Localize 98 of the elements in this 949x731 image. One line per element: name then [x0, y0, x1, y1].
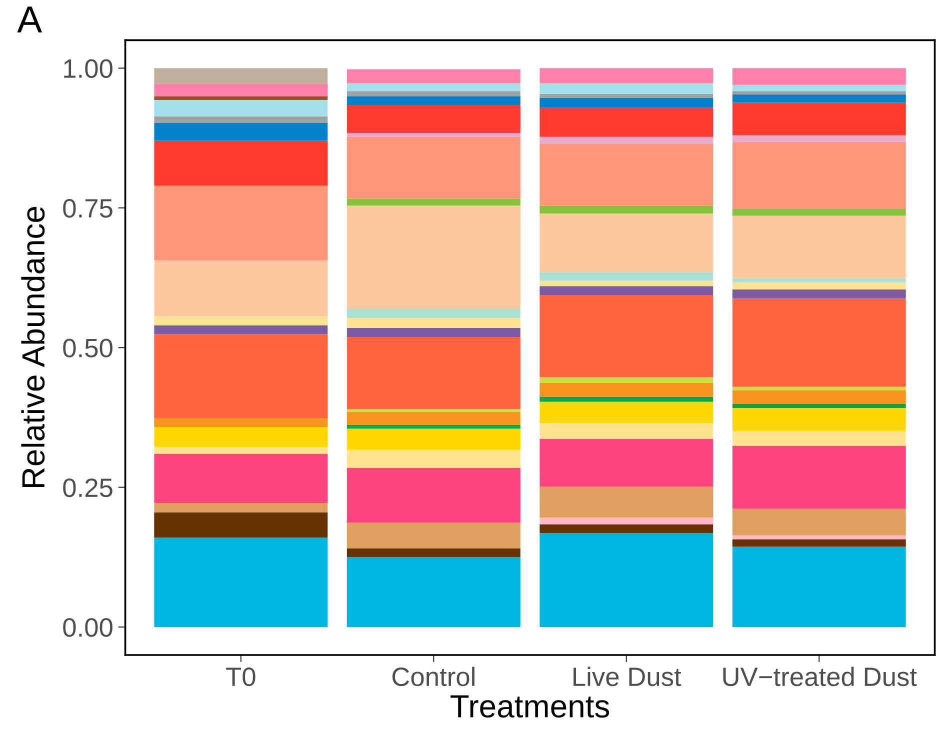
bar [732, 546, 906, 628]
bar [540, 206, 714, 214]
bar [540, 533, 714, 628]
bar [346, 132, 520, 137]
bar [732, 91, 906, 94]
bar [346, 308, 520, 318]
bar [346, 96, 520, 106]
bar [154, 502, 328, 512]
bar [732, 282, 906, 290]
bar [154, 418, 328, 427]
bar [540, 144, 714, 206]
bar [540, 286, 714, 296]
bar [154, 538, 328, 628]
bar [154, 122, 328, 141]
bar [732, 208, 906, 216]
bar [154, 68, 328, 84]
bar [732, 430, 906, 446]
x-tick-label: Live Dust [574, 666, 682, 686]
bar [346, 69, 520, 84]
bar [154, 140, 328, 186]
x-axis-title: Treatments [450, 695, 610, 718]
bar [540, 517, 714, 524]
bar [154, 334, 328, 418]
bar [540, 94, 714, 98]
bar [540, 377, 714, 383]
chart-title: A [17, 6, 42, 32]
bar [346, 318, 520, 328]
bar [732, 216, 906, 278]
bar [346, 83, 520, 92]
y-tick-label: 0.25 [63, 478, 112, 498]
x-tick-label: T0 [226, 667, 256, 686]
bar [346, 424, 520, 429]
y-tick-label: 0.50 [63, 338, 112, 358]
bar [540, 402, 714, 424]
bar [346, 206, 520, 308]
bar [154, 260, 328, 316]
bar [346, 198, 520, 206]
bar [732, 539, 906, 547]
bar [540, 423, 714, 439]
bar [732, 386, 906, 390]
bar [346, 136, 520, 199]
bar [732, 408, 906, 431]
bar [732, 68, 906, 85]
bar [154, 116, 328, 123]
bar [346, 105, 520, 133]
bar [540, 68, 714, 84]
x-tick-label: Control [392, 666, 474, 686]
bar [540, 280, 714, 286]
y-tick-label: 0.00 [63, 618, 112, 637]
bar [540, 83, 714, 94]
bar [346, 450, 520, 468]
bar [346, 428, 520, 450]
y-tick-label: 1.00 [64, 59, 112, 78]
bar [154, 316, 328, 326]
bar [540, 108, 714, 137]
bar [346, 409, 520, 412]
bar [154, 447, 328, 454]
bar [540, 136, 714, 144]
bar [154, 454, 328, 503]
bar [732, 404, 906, 408]
bar [154, 325, 328, 334]
bar [732, 446, 906, 509]
bar [346, 522, 520, 548]
bar [540, 98, 714, 108]
bar [732, 94, 906, 103]
bar [540, 438, 714, 487]
y-tick-label: 0.75 [63, 199, 112, 218]
bar [732, 142, 906, 208]
bar [540, 396, 714, 402]
bar [540, 524, 714, 534]
bar [540, 213, 714, 272]
bar [346, 468, 520, 523]
bar [346, 548, 520, 558]
bar [732, 390, 906, 404]
bar [346, 91, 520, 96]
bar [154, 186, 328, 260]
bar [732, 535, 906, 540]
bar [540, 295, 714, 378]
bar [154, 100, 328, 116]
bar [346, 412, 520, 425]
bar [154, 96, 328, 100]
bar [732, 135, 906, 142]
y-axis-title: Relative Abundance [21, 206, 45, 488]
bar [154, 83, 328, 96]
bar [540, 382, 714, 397]
bar [732, 102, 906, 136]
bar [154, 512, 328, 538]
bar [346, 328, 520, 337]
bar [346, 557, 520, 628]
bar [346, 336, 520, 410]
x-tick-label: UV−treated Dust [723, 666, 917, 686]
bar [732, 84, 906, 92]
bar [540, 272, 714, 281]
bar [540, 486, 714, 518]
bar [732, 289, 906, 298]
bar [732, 508, 906, 536]
bar [154, 426, 328, 448]
bar [732, 298, 906, 387]
